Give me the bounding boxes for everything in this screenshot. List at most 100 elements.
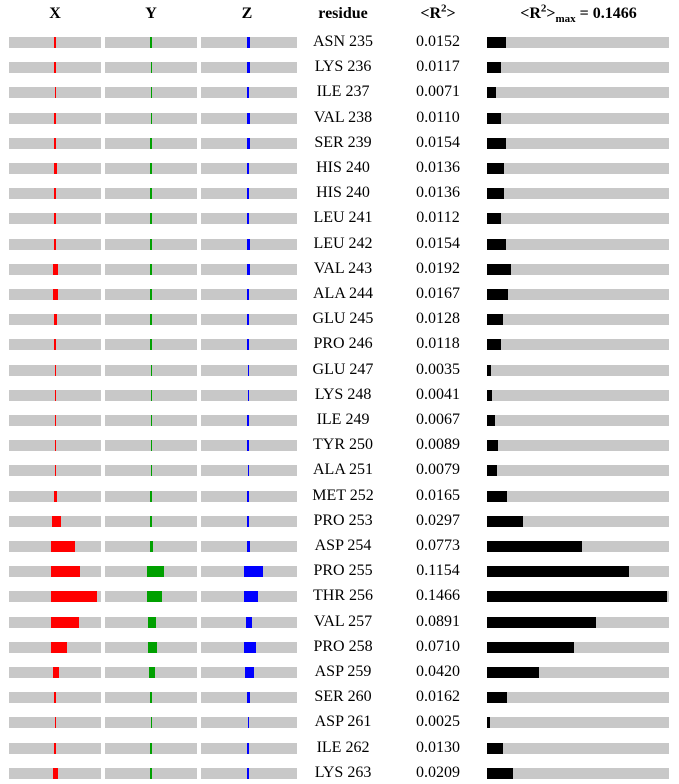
r2-track (487, 213, 669, 225)
x-bar (54, 238, 57, 250)
z-track (201, 238, 297, 250)
x-bar (54, 87, 56, 99)
y-bar (150, 490, 152, 502)
max-header-sub: max (555, 13, 576, 26)
x-bar (53, 263, 59, 275)
r2-track (487, 641, 669, 653)
residue-label: LEU 242 (313, 234, 373, 252)
r2-value: 0.0089 (416, 436, 460, 454)
x-bar (54, 717, 56, 729)
r2-track (487, 62, 669, 74)
r2-bar (487, 566, 629, 578)
z-track (201, 591, 297, 603)
y-bar (147, 641, 157, 653)
z-track (201, 717, 297, 729)
z-track (201, 37, 297, 48)
r2-bar (487, 238, 506, 250)
r2-value: 0.0110 (416, 108, 460, 126)
x-bar (53, 314, 58, 326)
r2-value: 0.0136 (416, 159, 460, 176)
y-bar (150, 364, 152, 376)
z-bar (244, 591, 258, 603)
x-track (9, 566, 101, 578)
z-bar (247, 490, 249, 502)
y-track (105, 616, 197, 628)
x-track (9, 263, 101, 275)
x-track (9, 541, 101, 552)
x-track (9, 289, 101, 300)
y-bar (150, 289, 152, 300)
z-track (201, 767, 297, 779)
y-track (105, 541, 197, 552)
residue-label: ASP 259 (314, 663, 372, 680)
y-track (105, 289, 197, 300)
r2-bar (487, 389, 493, 401)
x-bar (54, 415, 56, 426)
r2-value: 0.0112 (416, 209, 460, 227)
z-column-header: Z (241, 5, 253, 22)
x-bar (53, 767, 59, 779)
y-track (105, 163, 197, 174)
r2-bar (487, 314, 503, 326)
z-bar (247, 767, 250, 779)
r2-value: 0.1466 (416, 587, 460, 605)
z-bar (247, 415, 249, 426)
z-bar (247, 289, 249, 300)
residue-label: ASP 254 (314, 537, 372, 554)
r2-track (487, 692, 669, 704)
z-track (201, 566, 297, 578)
y-track (105, 415, 197, 426)
r2-value: 0.0297 (416, 511, 460, 529)
z-bar (247, 742, 249, 754)
y-bar (150, 692, 152, 704)
z-bar (247, 364, 249, 376)
r2-value: 0.0025 (416, 713, 460, 731)
r2-value: 0.0117 (416, 58, 460, 76)
max-header-mid: > (546, 5, 556, 22)
x-track (9, 490, 101, 502)
r2-track (487, 112, 669, 124)
r2-bar (487, 717, 491, 729)
r2-track (487, 490, 669, 502)
y-bar (150, 213, 152, 225)
y-bar (150, 238, 153, 250)
x-bar (51, 566, 81, 578)
y-bar (148, 616, 157, 628)
x-bar (53, 490, 58, 502)
r2-value: 0.0130 (416, 738, 460, 756)
x-track (9, 641, 101, 653)
y-track (105, 263, 197, 275)
z-bar (246, 263, 250, 275)
r2-track (487, 389, 669, 401)
r2-value: 0.0067 (416, 411, 460, 428)
z-bar (245, 616, 252, 628)
r2-bar (487, 137, 506, 149)
x-track (9, 163, 101, 174)
r2-track (487, 767, 669, 779)
residue-label: TYR 250 (313, 436, 373, 454)
y-bar (147, 566, 165, 578)
r2-track (487, 188, 669, 200)
x-column-header: X (49, 5, 61, 22)
z-track (201, 465, 297, 477)
z-track (201, 515, 297, 527)
y-column-header: Y (145, 5, 157, 22)
x-track (9, 667, 101, 678)
z-bar (247, 163, 250, 174)
r2-bar (487, 692, 507, 704)
z-bar (247, 62, 250, 74)
residue-label: VAL 243 (313, 259, 373, 277)
x-track (9, 440, 101, 452)
z-track (201, 137, 297, 149)
x-track (9, 717, 101, 729)
y-bar (150, 515, 153, 527)
y-track (105, 767, 197, 779)
r2-bar (487, 541, 582, 552)
y-bar (150, 163, 152, 174)
y-bar (150, 188, 152, 200)
r2-bar (487, 767, 513, 779)
y-track (105, 364, 197, 376)
r2-track (487, 667, 669, 678)
r2-value: 0.0162 (416, 688, 460, 706)
y-bar (150, 339, 152, 351)
